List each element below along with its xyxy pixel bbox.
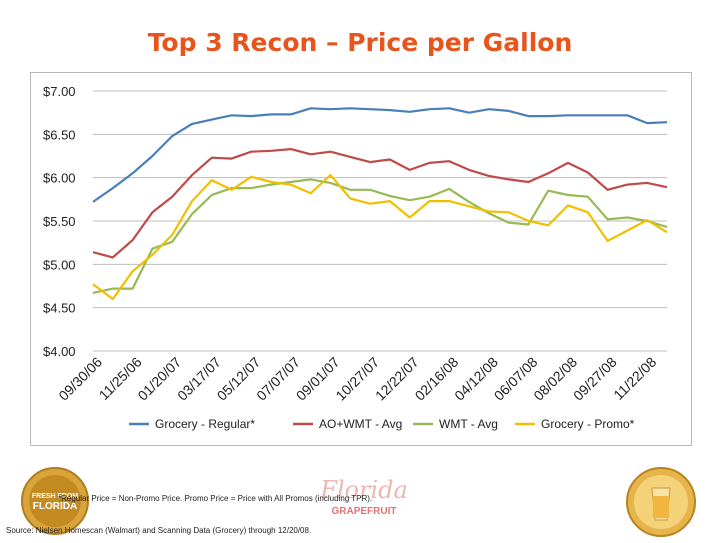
y-tick-label: $6.00 xyxy=(43,171,76,186)
y-tick-label: $5.00 xyxy=(43,257,76,272)
series-line-wmt-avg xyxy=(92,178,668,294)
svg-text:GRAPEFRUIT: GRAPEFRUIT xyxy=(332,506,397,517)
florida-grapefruit-logo: Florida GRAPEFRUIT xyxy=(319,470,408,520)
x-tick-label: 11/22/08 xyxy=(610,354,659,403)
legend-label: WMT - Avg xyxy=(439,417,498,431)
y-tick-label: $4.50 xyxy=(43,301,76,316)
chart-frame: $4.00 $4.50 $5.00 $5.50 $6.00 $6.50 $7.00 09/30… xyxy=(30,72,692,446)
svg-text:FRESH FROM: FRESH FROM xyxy=(32,493,78,500)
x-tick-label: 09/30/06 xyxy=(55,354,105,404)
svg-text:Florida: Florida xyxy=(322,476,406,504)
y-tick-label: $6.50 xyxy=(43,127,76,142)
chart-title: Top 3 Recon – Price per Gallon xyxy=(147,28,573,57)
juice-glass-logo xyxy=(622,466,700,538)
series-line-grocery-regular xyxy=(92,107,668,203)
legend-label: Grocery - Regular* xyxy=(155,417,255,431)
footnote: *Regular Price = Non-Promo Price. Promo … xyxy=(58,494,373,503)
svg-text:FLORIDA: FLORIDA xyxy=(33,501,77,512)
legend-label: Grocery - Promo* xyxy=(541,417,635,431)
fresh-from-florida-logo: FRESH FROM FLORIDA xyxy=(20,466,90,536)
y-tick-label: $7.00 xyxy=(43,84,76,99)
series-line-ao-wmt-avg xyxy=(92,147,668,259)
price-line-chart: $4.00 $4.50 $5.00 $5.50 $6.00 $6.50 $7.00 09/30… xyxy=(43,84,668,431)
y-tick-label: $5.50 xyxy=(43,214,76,229)
y-tick-label: $4.00 xyxy=(43,344,76,359)
legend-label: AO+WMT - Avg xyxy=(319,417,402,431)
source-note: Source: Nielsen Homescan (Walmart) and S… xyxy=(6,526,312,535)
x-tick-label: 09/27/08 xyxy=(570,354,620,404)
series-line-grocery-promo xyxy=(92,173,668,301)
